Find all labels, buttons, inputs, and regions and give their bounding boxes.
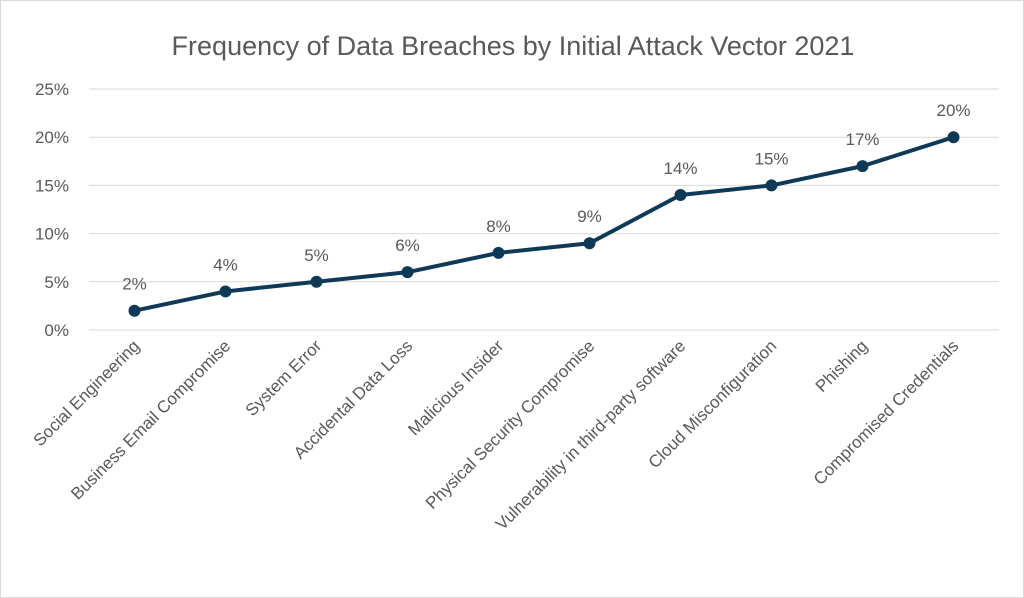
- data-point: [856, 160, 869, 173]
- data-point: [128, 304, 141, 317]
- data-point: [947, 131, 960, 144]
- y-tick-label: 5%: [44, 273, 69, 292]
- data-label: 20%: [936, 101, 970, 120]
- data-point: [219, 285, 232, 298]
- x-tick-label: Malicious Insider: [404, 336, 507, 439]
- data-label: 9%: [577, 207, 602, 226]
- y-tick-label: 25%: [35, 80, 69, 99]
- data-label: 4%: [213, 255, 238, 274]
- data-label: 15%: [754, 149, 788, 168]
- x-tick-label: System Error: [242, 336, 326, 420]
- data-point: [401, 266, 414, 279]
- data-point: [765, 179, 778, 192]
- x-tick-label: Compromised Credentials: [810, 336, 962, 488]
- data-label: 17%: [845, 130, 879, 149]
- y-tick-label: 15%: [35, 176, 69, 195]
- x-tick-label: Phishing: [812, 336, 872, 396]
- data-label: 14%: [663, 159, 697, 178]
- series-line: [134, 135, 955, 313]
- y-tick-label: 0%: [44, 321, 69, 340]
- chart-title: Frequency of Data Breaches by Initial At…: [172, 31, 855, 61]
- data-label: 5%: [304, 246, 329, 265]
- data-point: [310, 275, 323, 288]
- data-label: 2%: [122, 275, 147, 294]
- y-tick-label: 10%: [35, 225, 69, 244]
- data-label: 8%: [486, 217, 511, 236]
- data-point: [674, 189, 687, 202]
- x-tick-label: Business Email Compromise: [67, 336, 234, 503]
- x-tick-label: Physical Security Compromise: [422, 336, 598, 512]
- x-tick-label: Vulnerability in third-party software: [492, 336, 689, 533]
- y-tick-label: 20%: [35, 128, 69, 147]
- data-label: 6%: [395, 236, 420, 255]
- data-point: [492, 246, 505, 259]
- data-point: [583, 237, 596, 250]
